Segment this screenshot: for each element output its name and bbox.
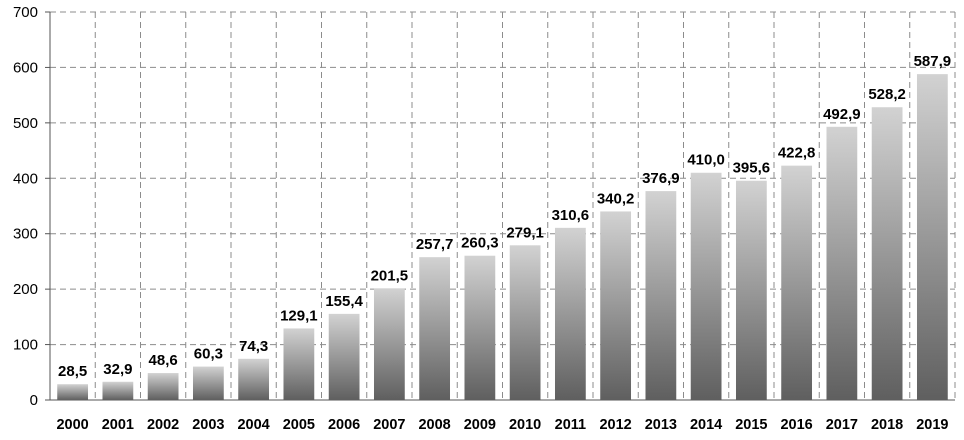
x-tick-label: 2010: [509, 417, 541, 433]
bar-value-label: 340,2: [597, 190, 635, 207]
x-tick-label: 2013: [645, 417, 677, 433]
x-tick-label: 2003: [192, 417, 224, 433]
bar-value-label: 257,7: [416, 236, 454, 253]
bar: [509, 245, 541, 400]
bar-value-label: 376,9: [642, 170, 680, 187]
x-tick-label: 2008: [418, 417, 450, 433]
bar-value-label: 201,5: [371, 267, 409, 284]
bar: [464, 255, 496, 400]
y-tick-label: 200: [13, 281, 38, 298]
x-tick-label: 2007: [373, 417, 405, 433]
y-tick-label: 700: [13, 4, 38, 21]
bar-value-label: 28,5: [58, 363, 87, 380]
bars: [57, 74, 948, 400]
x-tick-label: 2019: [916, 417, 948, 433]
data-labels: 28,5 32,9 48,6 60,3 74,3 129,1 155,4 201,5 257,7…: [58, 53, 951, 380]
bar: [554, 227, 586, 400]
bar-value-label: 129,1: [280, 307, 318, 324]
y-tick-label: 500: [13, 115, 38, 132]
bar: [283, 328, 315, 400]
bar-value-label: 60,3: [194, 346, 223, 363]
x-tick-label: 2000: [56, 417, 88, 433]
bar: [826, 126, 858, 400]
x-tick-label: 2002: [147, 417, 179, 433]
bar-value-label: 260,3: [461, 235, 499, 252]
bar: [147, 373, 179, 400]
grid: [50, 11, 956, 400]
x-tick-label: 2006: [328, 417, 360, 433]
bar: [645, 191, 677, 400]
bar: [735, 180, 767, 400]
axes: [45, 11, 955, 401]
x-axis-labels: 2000 2001 2002 2003 2004 2005 2006 2007 2008 2009…: [56, 417, 948, 433]
bar: [102, 381, 134, 400]
x-tick-label: 2009: [464, 417, 496, 433]
bar-value-label: 279,1: [506, 224, 544, 241]
x-tick-label: 2005: [283, 417, 315, 433]
bar-value-label: 422,8: [778, 145, 816, 162]
y-tick-label: 600: [13, 59, 38, 76]
x-tick-label: 2011: [555, 417, 586, 433]
bar: [600, 211, 632, 400]
bar-value-label: 48,6: [149, 352, 178, 369]
bar: [871, 107, 903, 400]
bar: [690, 172, 722, 400]
x-tick-label: 2016: [780, 417, 812, 433]
bar: [373, 288, 405, 400]
bar-value-label: 492,9: [823, 106, 861, 123]
x-tick-label: 2014: [690, 417, 722, 433]
bar-value-label: 74,3: [239, 338, 268, 355]
x-tick-label: 2017: [826, 417, 858, 433]
y-tick-label: 400: [13, 170, 38, 187]
y-tick-label: 100: [13, 337, 38, 354]
bar-value-label: 310,6: [552, 207, 590, 224]
bar-value-label: 395,6: [733, 160, 771, 177]
bar-value-label: 528,2: [868, 86, 906, 103]
bar-value-label: 155,4: [325, 293, 363, 310]
bar: [192, 366, 224, 400]
bar: [328, 313, 360, 400]
y-tick-label: 300: [13, 226, 38, 243]
x-tick-label: 2018: [871, 417, 903, 433]
x-tick-label: 2015: [735, 417, 767, 433]
x-tick-label: 2001: [102, 417, 134, 433]
x-tick-label: 2004: [237, 417, 269, 433]
bar: [419, 257, 451, 400]
bar-value-label: 410,0: [687, 152, 725, 169]
bar: [781, 165, 813, 400]
bar: [916, 74, 948, 400]
bar: [238, 358, 270, 400]
y-axis-labels: 0 100 200 300 400 500 600 700: [13, 4, 38, 409]
bar-value-label: 587,9: [914, 53, 952, 70]
bar-value-label: 32,9: [103, 361, 132, 378]
bar: [57, 384, 89, 400]
y-tick-label: 0: [30, 392, 38, 409]
x-tick-label: 2012: [599, 417, 631, 433]
